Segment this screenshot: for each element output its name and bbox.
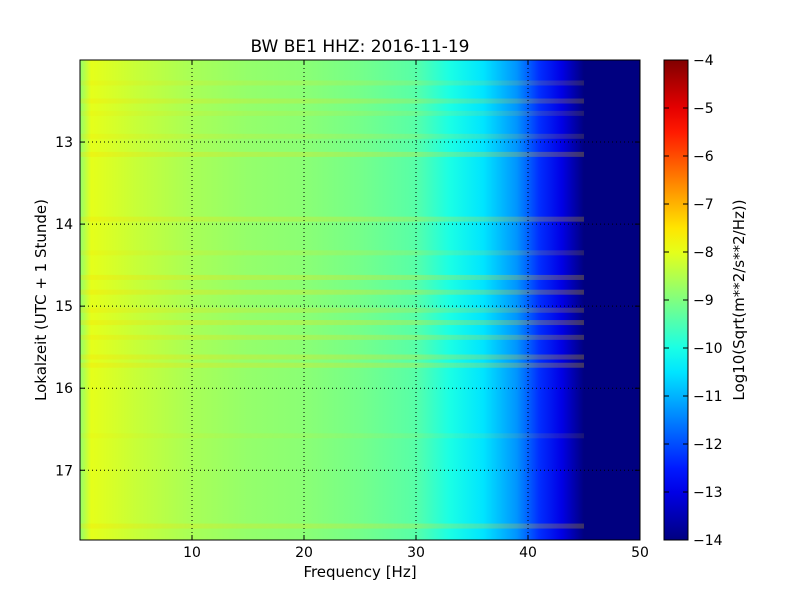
heatmap-area xyxy=(80,60,640,540)
heatmap-bands xyxy=(80,80,584,529)
x-tick-label: 40 xyxy=(519,545,537,561)
y-tick-label: 16 xyxy=(55,381,73,397)
colorbar-tick-label: −10 xyxy=(693,341,723,357)
chart-title: BW BE1 HHZ: 2016-11-19 xyxy=(250,37,469,57)
x-tick-label: 30 xyxy=(407,545,425,561)
colorbar-tick-label: −8 xyxy=(693,245,714,261)
x-tick-label: 20 xyxy=(295,545,313,561)
x-axis-label: Frequency [Hz] xyxy=(303,563,416,581)
heatmap-background xyxy=(80,60,640,540)
heatmap-band xyxy=(80,133,584,139)
colorbar-ticks: −4 −5 −6 −7 −8 −9 −10 −11 −12 −13 −14 xyxy=(664,53,723,549)
heatmap-band xyxy=(80,110,584,116)
heatmap-band xyxy=(80,98,584,104)
heatmap-band xyxy=(80,354,584,360)
heatmap-band xyxy=(80,433,584,439)
y-tick-label: 13 xyxy=(55,135,73,151)
heatmap-band xyxy=(80,151,584,157)
colorbar-tick-label: −11 xyxy=(693,389,723,405)
heatmap-band xyxy=(80,289,584,295)
colorbar-tick-label: −13 xyxy=(693,485,723,501)
x-tick-label: 50 xyxy=(631,545,649,561)
y-tick-label: 17 xyxy=(55,463,73,479)
x-tick-label: 10 xyxy=(183,545,201,561)
grid-lines xyxy=(80,60,640,540)
colorbar-tick-label: −4 xyxy=(693,53,714,69)
colorbar-tick-label: −6 xyxy=(693,149,714,165)
colorbar-label: Log10(Sqrt(m**2/s**2/Hz)) xyxy=(730,199,748,400)
heatmap-band xyxy=(80,320,584,326)
colorbar-tick-label: −14 xyxy=(693,533,723,549)
heatmap-band xyxy=(80,362,584,368)
heatmap-band xyxy=(80,216,584,222)
y-axis-ticks: 13 14 15 16 17 xyxy=(55,135,640,479)
colorbar-tick-label: −12 xyxy=(693,437,723,453)
heatmap-band xyxy=(80,250,584,256)
y-tick-label: 15 xyxy=(55,299,73,315)
x-axis-ticks: 10 20 30 40 50 xyxy=(183,60,649,561)
heatmap-band xyxy=(80,80,584,86)
colorbar-tick-label: −7 xyxy=(693,197,714,213)
heatmap-band xyxy=(80,307,584,313)
heatmap-band xyxy=(80,274,584,280)
y-tick-label: 14 xyxy=(55,217,73,233)
y-axis-label: Lokalzeit (UTC + 1 Stunde) xyxy=(32,199,50,401)
plot-frame xyxy=(79,59,641,541)
heatmap-band xyxy=(80,334,584,340)
colorbar-tick-label: −5 xyxy=(693,101,714,117)
colorbar-tick-label: −9 xyxy=(693,293,714,309)
heatmap-band xyxy=(80,523,584,529)
